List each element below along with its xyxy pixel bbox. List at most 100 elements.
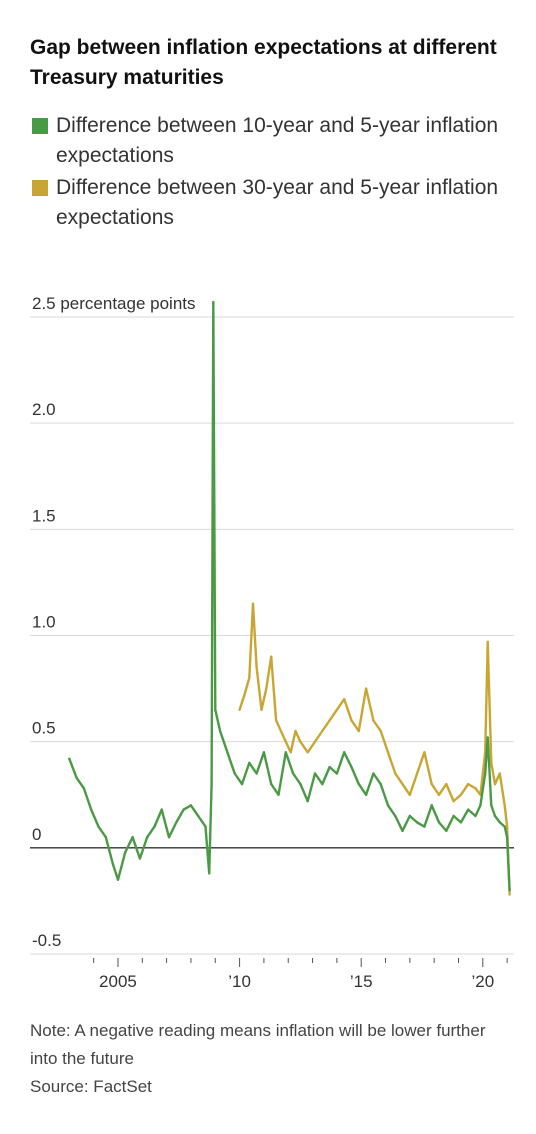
data-point-10-year — [493, 814, 497, 818]
data-point-10-year — [408, 814, 412, 818]
data-point-30-year — [493, 782, 497, 786]
data-point-10-year — [415, 821, 419, 824]
data-point-30-year — [503, 804, 506, 807]
data-point-10-year — [189, 804, 193, 807]
data-point-30-year — [498, 772, 502, 775]
data-point-30-year — [386, 751, 390, 754]
data-point-10-year — [328, 765, 331, 769]
data-point-30-year — [401, 782, 404, 786]
data-point-10-year — [357, 782, 360, 786]
line-chart: 2.5 percentage points 2.0 1.5 1.0 0.5 0 -0.5 20… — [30, 294, 514, 991]
data-point-10-year — [299, 782, 302, 786]
data-point-10-year — [486, 736, 489, 739]
data-point-30-year — [313, 740, 317, 743]
data-point-10-year — [505, 836, 509, 839]
data-point-10-year — [474, 814, 477, 818]
legend-label-30-year: Difference between 30-year and 5-year in… — [56, 176, 499, 229]
data-point-10-year — [160, 808, 163, 811]
data-point-30-year — [474, 787, 477, 790]
data-point-30-year — [430, 782, 433, 786]
data-point-10-year — [479, 804, 482, 807]
data-point-30-year — [452, 799, 455, 803]
data-point-30-year — [490, 761, 493, 765]
data-point-30-year — [357, 729, 360, 733]
data-point-30-year — [445, 782, 448, 786]
data-point-10-year — [508, 889, 511, 892]
series-line-10-year — [68, 300, 511, 891]
data-point-30-year — [415, 772, 419, 775]
data-point-30-year — [321, 729, 324, 733]
data-point-10-year — [175, 821, 178, 824]
data-point-10-year — [204, 825, 207, 828]
data-point-10-year — [291, 772, 295, 775]
data-point-10-year — [445, 829, 448, 833]
data-point-30-year — [437, 793, 441, 796]
data-point-10-year — [452, 814, 455, 818]
data-point-30-year — [423, 751, 426, 754]
data-point-30-year — [408, 793, 412, 796]
data-point-10-year — [255, 772, 258, 775]
data-point-10-year — [321, 782, 324, 786]
data-point-30-year — [279, 729, 283, 733]
legend-label-10-year: Difference between 10-year and 5-year in… — [56, 114, 499, 167]
data-point-10-year — [350, 765, 353, 769]
data-point-30-year — [328, 719, 331, 722]
data-point-30-year — [270, 655, 273, 658]
data-point-30-year — [238, 708, 241, 712]
legend-item-10-year: Difference between 10-year and 5-year in… — [30, 111, 510, 171]
data-point-10-year — [116, 878, 120, 881]
data-point-30-year — [284, 740, 287, 743]
data-point-10-year — [124, 850, 127, 854]
data-point-10-year — [277, 793, 280, 796]
data-point-10-year — [430, 804, 433, 807]
y-tick-label: 2.0 — [32, 400, 56, 419]
data-point-10-year — [423, 825, 426, 828]
data-point-10-year — [197, 814, 200, 818]
data-point-10-year — [313, 772, 317, 775]
data-point-30-year — [243, 693, 246, 697]
data-point-30-year — [350, 719, 353, 722]
data-point-30-year — [508, 893, 511, 896]
data-point-30-year — [251, 602, 255, 605]
y-tick-label: 0.5 — [32, 719, 56, 738]
data-point-10-year — [226, 751, 229, 754]
data-point-10-year — [210, 782, 213, 786]
data-point-10-year — [75, 776, 78, 779]
y-tick-label: 1.0 — [32, 613, 56, 632]
y-tick-label: 1.5 — [32, 506, 56, 525]
data-point-10-year — [207, 872, 211, 875]
data-point-30-year — [255, 666, 258, 669]
y-tick-label: -0.5 — [32, 931, 61, 950]
data-point-10-year — [248, 761, 251, 765]
data-point-10-year — [459, 821, 463, 824]
data-point-10-year — [342, 751, 346, 754]
data-point-10-year — [153, 825, 156, 828]
data-point-10-year — [364, 793, 368, 796]
data-point-10-year — [68, 757, 71, 760]
data-point-10-year — [111, 863, 115, 867]
data-point-10-year — [467, 808, 470, 811]
x-tick-label: 2005 — [99, 972, 137, 991]
data-point-30-year — [289, 751, 292, 754]
data-point-10-year — [97, 825, 100, 828]
data-point-10-year — [484, 772, 487, 775]
data-point-10-year — [233, 772, 236, 775]
data-point-30-year — [467, 782, 470, 786]
data-point-10-year — [386, 804, 390, 807]
data-point-30-year — [294, 729, 297, 733]
data-point-10-year — [104, 836, 108, 839]
data-point-10-year — [284, 751, 287, 754]
data-point-30-year — [486, 640, 489, 644]
x-tick-label: ’10 — [228, 972, 251, 991]
legend-swatch-10-year — [32, 118, 48, 134]
data-point-30-year — [459, 793, 463, 796]
data-point-10-year — [498, 821, 502, 824]
data-point-30-year — [299, 740, 302, 743]
data-point-30-year — [274, 719, 278, 722]
data-point-10-year — [182, 808, 185, 811]
data-point-10-year — [394, 814, 397, 818]
data-point-30-year — [394, 772, 397, 775]
data-point-30-year — [260, 708, 263, 712]
data-point-30-year — [505, 825, 509, 828]
legend-item-30-year: Difference between 30-year and 5-year in… — [30, 173, 510, 233]
